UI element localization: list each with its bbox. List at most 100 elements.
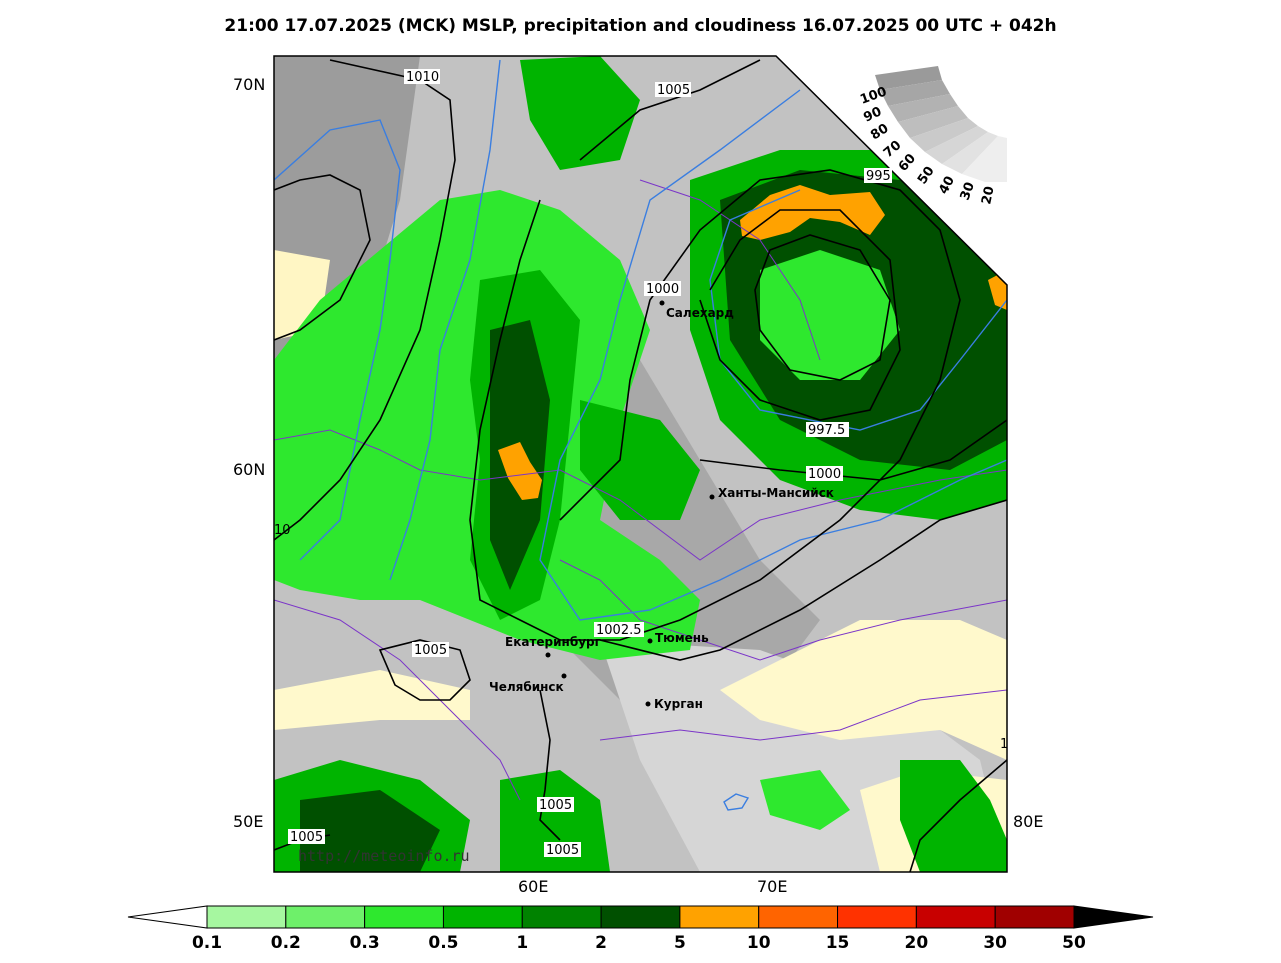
label-bg [655, 82, 691, 97]
colorbar-segment [442, 905, 523, 929]
cloud-scale-tick: 30 [958, 180, 978, 202]
colorbar-tick-label: 30 [983, 933, 1007, 953]
cloud-scale-segment [925, 126, 988, 164]
colorbar-segment [521, 905, 602, 929]
isobar-label: 997.5 [808, 423, 845, 438]
city-label-yekaterinburg: Екатеринбург [505, 635, 601, 649]
colorbar-tick-label: 0.5 [428, 933, 458, 953]
cloudiness-scale: 100 90 80 70 60 50 40 30 20 [858, 66, 1007, 206]
label-bg [806, 466, 843, 481]
cloud-scale-segment [942, 132, 998, 174]
label-bg [544, 842, 581, 857]
isobar-label: 1000 [646, 282, 679, 297]
colorbar-segment [364, 905, 444, 929]
isobar-label: 1000 [808, 467, 841, 482]
colorbar-tick-label: 1 [516, 933, 528, 953]
cloud-scale-segment [910, 118, 978, 152]
cloud-scale-segment [898, 106, 968, 138]
lat-label-70n: 70N [233, 75, 265, 94]
city-marker [645, 701, 651, 707]
colorbar-min-arrow [127, 905, 208, 929]
precip-light-area [760, 250, 900, 380]
isobar-label: 1002.5 [596, 623, 642, 638]
blue-contours [274, 59, 1007, 811]
precip-intense-area [498, 442, 542, 500]
map-frame [273, 55, 1008, 873]
isobar-label: 1005 [414, 643, 447, 658]
label-bg [644, 281, 681, 296]
label-bg [864, 168, 892, 183]
precip-moderate-area [500, 770, 610, 872]
isobars [274, 59, 1007, 872]
lat-label-60n: 60N [233, 460, 265, 479]
isobar-label: 1005 [290, 830, 323, 845]
precip-moderate-area [520, 56, 640, 170]
colorbar-tick-label: 0.3 [350, 933, 380, 953]
watermark-url: http://meteoinfo.ru [298, 847, 470, 865]
precip-moderate-area [580, 400, 700, 520]
lon-label-50e: 50E [233, 812, 263, 831]
lon-label-80e: 80E [1013, 812, 1043, 831]
colorbar-segment [206, 905, 287, 929]
map-field [274, 56, 1007, 872]
isobar-label: 1010 [406, 70, 439, 85]
cloud-scale-tick: 40 [936, 174, 958, 197]
city-label-kurgan: Курган [654, 697, 703, 711]
cloud-scale-tick: 90 [861, 104, 884, 125]
city-marker [647, 638, 653, 644]
cloud-scale-tick: 100 [858, 84, 889, 107]
colorbar-tick-label: 5 [674, 933, 686, 953]
city-marker [659, 300, 665, 306]
colorbar-segment [758, 905, 839, 929]
colorbar-tick-label: 50 [1062, 933, 1086, 953]
isobar-label: 995 [866, 169, 891, 184]
isobar-label: 1005 [539, 798, 572, 813]
colorbar-segment [994, 905, 1075, 929]
city-marker [709, 494, 715, 500]
colorbar-max-arrow [1073, 905, 1154, 929]
cloud-scale-segment [962, 136, 1007, 182]
cloud-scale-tick: 20 [979, 185, 997, 206]
precip-heavy-area [300, 790, 440, 872]
city-marker [545, 652, 551, 658]
cities: Салехард Ханты-Мансийск Екатеринбург Тюм… [489, 300, 834, 711]
lon-label-70e: 70E [757, 877, 787, 896]
isobar-label: 1005 [657, 83, 690, 98]
city-label-khanty-mansiysk: Ханты-Мансийск [718, 486, 834, 500]
colorbar-segment [679, 905, 760, 929]
region-borders [274, 179, 1007, 801]
label-bg [806, 422, 849, 437]
city-label-salekhard: Салехард [666, 306, 734, 320]
clear-sky-area [274, 670, 470, 730]
colorbar-segment [837, 905, 917, 929]
map-title: 21:00 17.07.2025 (MCK) MSLP, precipitati… [224, 16, 1057, 36]
city-label-tyumen: Тюмень [655, 631, 709, 645]
colorbar-tick-label: 2 [595, 933, 607, 953]
precip-intense-area [740, 185, 885, 240]
cloud-scale-segment [888, 94, 958, 122]
precip-light-area [760, 770, 850, 830]
cloud-scale-segment [880, 80, 950, 106]
isobar-label: 10 [274, 523, 291, 538]
colorbar-tick-label: 10 [747, 933, 771, 953]
city-label-chelyabinsk: Челябинск [489, 680, 564, 694]
colorbar-tick-label: 0.2 [271, 933, 301, 953]
colorbar-segment [600, 905, 681, 929]
city-marker [561, 673, 567, 679]
colorbar-tick-label: 0.1 [192, 933, 222, 953]
colorbar-segment [285, 905, 366, 929]
label-bg [288, 829, 325, 844]
colorbar-tick-label: 20 [905, 933, 929, 953]
isobar-label: 1 [1000, 737, 1008, 752]
label-bg [412, 642, 449, 657]
cloud-scale-tick: 50 [915, 164, 938, 187]
isobar-labels: 1010 1005 1000 997.5 995 1000 1002.5 100… [274, 69, 1008, 858]
label-bg [594, 622, 644, 637]
cloud-scale-tick: 80 [868, 121, 891, 143]
cloud-scale-segment [875, 66, 942, 90]
colorbar-segment [915, 905, 996, 929]
isobar-label: 1005 [546, 843, 579, 858]
label-bg [404, 69, 440, 84]
precip-moderate-area [900, 760, 1007, 872]
